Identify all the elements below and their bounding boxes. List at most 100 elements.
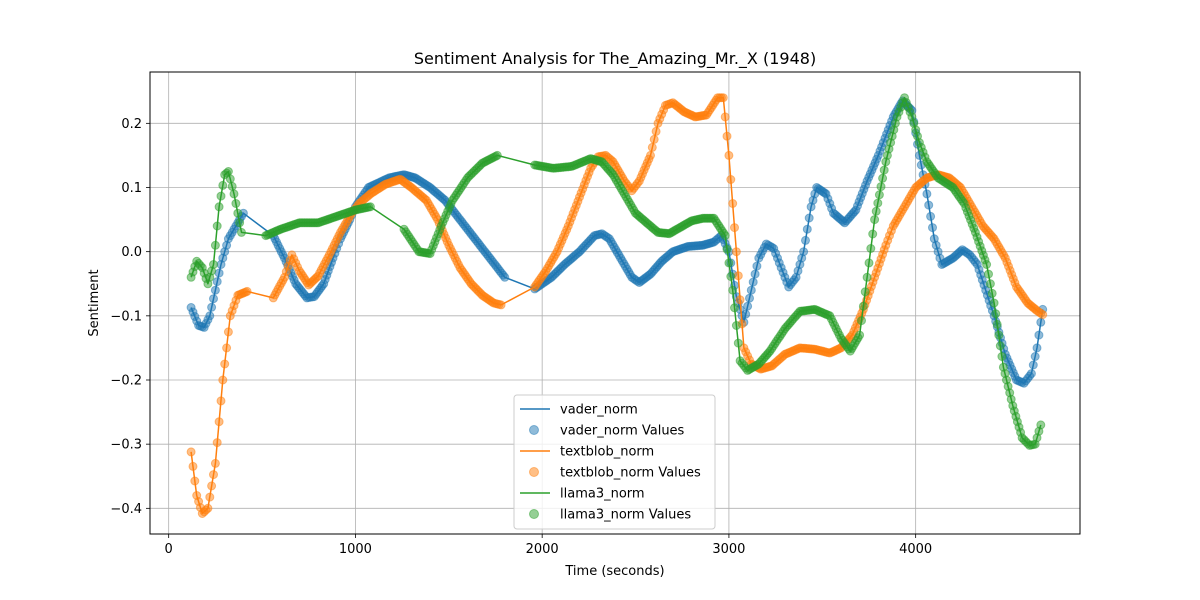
textblob_norm-point <box>647 142 657 152</box>
llama3_norm-point <box>873 198 883 208</box>
textblob_norm-point <box>649 134 659 144</box>
llama3_norm-point <box>874 190 884 200</box>
vader_norm-point <box>745 293 754 303</box>
textblob_norm-point <box>205 492 215 502</box>
llama3_norm-point <box>720 231 730 241</box>
llama3_norm-point <box>212 221 222 231</box>
llama3_norm-point <box>231 199 241 208</box>
vader_norm-point <box>1032 343 1042 353</box>
legend-label: llama3_norm Values <box>560 508 691 523</box>
llama3_norm-point <box>492 150 502 160</box>
x-tick-label: 4000 <box>899 542 932 557</box>
vader_norm-point <box>924 200 934 210</box>
x-tick-label: 3000 <box>712 542 745 557</box>
legend-label: textblob_norm Values <box>560 466 701 481</box>
textblob_norm-point <box>214 417 224 427</box>
vader_norm-point <box>500 272 510 282</box>
vader_norm-point <box>928 223 937 233</box>
x-tick-label: 1000 <box>339 542 372 557</box>
vader_norm-point <box>926 211 936 221</box>
llama3_norm-point <box>233 208 243 218</box>
series-layer <box>186 93 1048 518</box>
llama3_norm-point <box>733 338 743 348</box>
plot-frame <box>149 71 1081 535</box>
textblob_norm-point <box>223 327 233 337</box>
textblob_norm-point <box>216 396 226 406</box>
textblob_norm-point <box>212 438 222 448</box>
textblob_norm-point <box>220 359 230 369</box>
llama3_norm-point <box>237 227 246 237</box>
textblob_norm-point <box>210 458 220 468</box>
textblob_norm-point <box>731 247 741 257</box>
vader_norm-point <box>210 285 220 295</box>
vader_norm-point <box>1026 369 1036 379</box>
vader_norm-point <box>802 224 812 234</box>
llama3_norm-point <box>879 165 889 175</box>
llama3_norm-point <box>216 191 226 201</box>
llama3_norm-point <box>995 341 1005 351</box>
textblob_norm-point <box>207 481 217 491</box>
llama3_norm-point <box>235 218 245 228</box>
textblob_norm-point <box>190 476 200 486</box>
x-tick-label: 2000 <box>526 542 559 557</box>
textblob_norm-point <box>186 447 196 457</box>
llama3_norm-point <box>365 202 375 212</box>
textblob_norm-point <box>1038 310 1048 320</box>
llama3_norm-point <box>1036 420 1046 430</box>
llama3_norm-point <box>227 181 237 191</box>
llama3_norm-point <box>726 272 736 281</box>
llama3_norm-point <box>991 309 1001 319</box>
vader_norm-point <box>1028 360 1038 370</box>
llama3_norm-point <box>994 330 1004 340</box>
llama3_norm-point <box>878 173 888 183</box>
textblob_norm-point <box>496 300 506 310</box>
llama3_norm-point <box>209 260 218 269</box>
vader_norm-point <box>750 269 760 279</box>
llama3_norm-point <box>997 352 1007 361</box>
llama3_norm-point <box>855 330 865 340</box>
llama3_norm-point <box>876 182 886 192</box>
llama3_norm-point <box>985 279 995 289</box>
llama3_norm-point <box>214 202 224 212</box>
textblob_norm-point <box>728 199 738 208</box>
y-tick-label: 0.0 <box>121 245 142 260</box>
vader_norm-point <box>748 277 758 287</box>
llama3_norm-point <box>868 229 878 239</box>
textblob_norm-point <box>735 295 745 305</box>
vader_norm-point <box>214 268 224 278</box>
llama3_norm-point <box>210 240 220 250</box>
legend-label: textblob_norm <box>560 445 654 460</box>
llama3_norm-point <box>992 319 1002 329</box>
vader_norm-point <box>741 309 751 319</box>
llama3_norm-point <box>982 260 992 269</box>
y-tick-label: −0.4 <box>110 502 142 517</box>
y-tick-label: −0.2 <box>110 374 142 389</box>
llama3_norm-point <box>731 321 741 330</box>
legend-label: vader_norm Values <box>560 424 685 439</box>
textblob_norm-point <box>724 150 734 160</box>
legend-box <box>513 394 716 530</box>
llama3_norm-point <box>724 258 734 268</box>
llama3_norm-point <box>229 189 239 199</box>
llama3_norm-point <box>866 244 876 253</box>
textblob_norm-point <box>188 461 198 471</box>
legend-marker-swatch <box>529 509 539 519</box>
vader_norm-point <box>209 294 218 304</box>
llama3_norm-point <box>218 180 228 190</box>
vader_norm-point <box>1034 330 1044 340</box>
llama3_norm-point <box>728 285 738 295</box>
y-tick-label: −0.1 <box>110 309 142 324</box>
vader_norm-point <box>743 301 753 311</box>
llama3_norm-point <box>864 258 874 268</box>
vader_norm-point <box>746 285 756 295</box>
textblob_norm-point <box>242 286 252 296</box>
axis-ticks: 0 1000 2000 3000 4000 −0.4 −0.3 −0.2 −0.1 0.0 0.1 0… <box>110 117 932 557</box>
textblob_norm-point <box>726 175 736 184</box>
llama3_norm-point <box>987 288 997 298</box>
vader_norm-point <box>804 213 814 223</box>
llama3_norm-point <box>870 215 880 225</box>
vader_norm-point <box>799 247 809 257</box>
legend-label: llama3_norm <box>560 487 645 502</box>
vader_norm-point <box>922 189 932 199</box>
